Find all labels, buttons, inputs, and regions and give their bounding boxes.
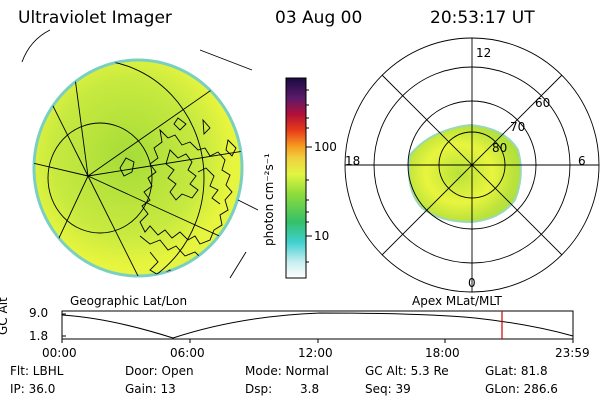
altitude-ytick-9: 9.0: [29, 306, 49, 320]
mlt-label-12: 12: [476, 46, 492, 60]
info-filter: Flt: LBHL: [10, 364, 64, 378]
altitude-xtick: 23:59: [555, 346, 590, 360]
altitude-xtick: 00:00: [42, 346, 77, 360]
info-gain: Gain: 13: [125, 382, 176, 396]
coastline: [139, 128, 233, 245]
info-dsp-value: 3.8: [300, 382, 320, 396]
altitude-ylabel: GC Alt: [0, 297, 10, 335]
coastline: [202, 118, 211, 136]
info-mode: Mode: Normal: [245, 364, 329, 378]
colorbar-tick-10: 10: [314, 229, 330, 243]
altitude-xtick: 12:00: [298, 346, 333, 360]
colorbar-tick-100: 100: [314, 140, 337, 154]
info-door: Door: Open: [125, 364, 194, 378]
info-glat: GLat: 81.8: [485, 364, 548, 378]
altitude-curve: [61, 312, 574, 339]
colorbar-unit-label: photon cm⁻²s⁻¹: [262, 153, 276, 246]
colorbar: [285, 77, 312, 279]
info-ip: IP: 36.0: [10, 382, 56, 396]
info-glon: GLon: 286.6: [485, 382, 558, 396]
coastline: [197, 167, 221, 205]
altitude-xtick: 06:00: [170, 346, 205, 360]
header-date: 03 Aug 00: [275, 8, 363, 28]
coastline: [165, 149, 199, 201]
info-seq: Seq: 39: [365, 382, 411, 396]
mlt-label-0: 0: [468, 276, 476, 290]
info-dsp-label: Dsp:: [245, 382, 273, 396]
lat-circle: [47, 122, 153, 234]
header-time: 20:53:17 UT: [430, 8, 535, 28]
info-gc-alt: GC Alt: 5.3 Re: [365, 364, 449, 378]
mlt-diagonal: [381, 74, 563, 256]
right-panel-caption: Apex MLat/MLT: [412, 294, 502, 308]
mlat-label-60: 60: [535, 96, 551, 110]
coastline: [173, 117, 187, 131]
app-title: Ultraviolet Imager: [18, 8, 172, 28]
polar-plot: [344, 37, 600, 293]
mlt-label-6: 6: [578, 154, 586, 168]
coastline: [225, 139, 237, 157]
left-panel-caption: Geographic Lat/Lon: [70, 294, 188, 308]
coastline: [119, 157, 135, 177]
mlat-label-80: 80: [492, 141, 508, 155]
mlt-label-18: 18: [345, 154, 361, 168]
lat-circle: [34, 60, 205, 276]
altitude-ytick-1-8: 1.8: [29, 329, 49, 343]
altitude-plot: [61, 310, 574, 343]
altitude-xtick: 18:00: [425, 346, 460, 360]
mlat-label-70: 70: [510, 120, 526, 134]
aurora-oval: [407, 123, 522, 224]
